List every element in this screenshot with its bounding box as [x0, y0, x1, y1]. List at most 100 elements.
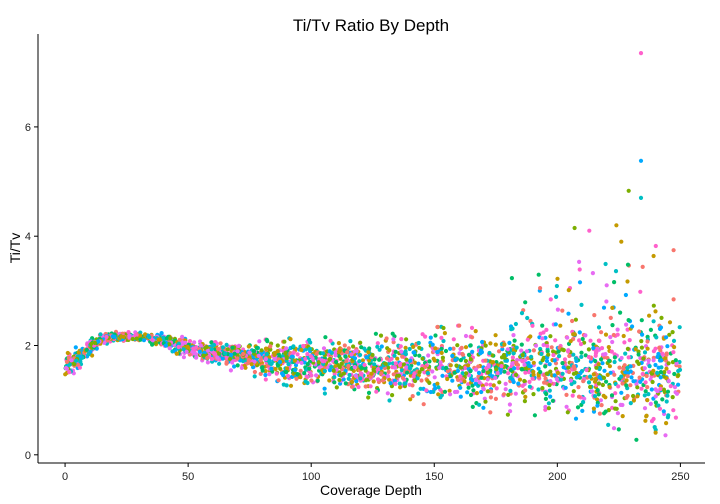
- data-point: [667, 320, 673, 325]
- data-point: [220, 345, 226, 350]
- data-point: [405, 370, 410, 375]
- data-point: [568, 378, 574, 383]
- data-point: [572, 332, 577, 337]
- data-point: [408, 358, 413, 363]
- data-point: [591, 406, 597, 411]
- data-point: [258, 371, 263, 376]
- data-point: [357, 359, 362, 364]
- data-point: [477, 402, 482, 407]
- data-point: [440, 366, 446, 371]
- data-point: [670, 395, 675, 400]
- data-point: [641, 356, 646, 361]
- data-point: [560, 347, 565, 352]
- data-point: [665, 389, 671, 394]
- data-point: [620, 414, 625, 419]
- data-point: [520, 353, 525, 358]
- data-point: [386, 365, 391, 370]
- data-point: [651, 253, 656, 259]
- data-point: [514, 345, 519, 350]
- data-point: [541, 355, 546, 360]
- data-point: [493, 333, 498, 338]
- data-point: [651, 303, 656, 308]
- data-point: [463, 365, 468, 370]
- data-point: [223, 351, 228, 356]
- data-point: [483, 358, 488, 363]
- data-point: [640, 264, 645, 269]
- data-point: [529, 354, 534, 359]
- data-point: [216, 346, 221, 352]
- data-point: [493, 342, 498, 347]
- data-point: [568, 339, 573, 344]
- data-point: [268, 347, 273, 352]
- data-point: [528, 364, 533, 369]
- data-point: [161, 335, 166, 340]
- data-point: [275, 343, 280, 348]
- data-point: [138, 337, 143, 342]
- data-point: [616, 427, 621, 432]
- data-point: [423, 364, 428, 370]
- data-point: [502, 369, 507, 374]
- data-point: [505, 412, 510, 417]
- data-point: [403, 345, 408, 350]
- data-point: [358, 340, 363, 345]
- data-point: [76, 350, 81, 355]
- data-point: [599, 330, 604, 335]
- data-point: [610, 339, 615, 345]
- data-point: [228, 368, 233, 373]
- data-point: [613, 269, 619, 274]
- data-point: [488, 341, 493, 346]
- y-tick-label: 4: [25, 231, 31, 243]
- data-point: [317, 365, 322, 370]
- data-point: [353, 373, 358, 378]
- data-point: [352, 356, 358, 361]
- data-point: [666, 413, 671, 418]
- data-point: [389, 356, 394, 361]
- data-point: [612, 359, 617, 365]
- data-point: [289, 354, 294, 359]
- data-point: [86, 352, 91, 357]
- data-point: [373, 331, 378, 336]
- data-point: [404, 337, 409, 342]
- data-point: [553, 338, 558, 343]
- data-point: [676, 373, 681, 378]
- data-point: [673, 358, 678, 363]
- data-point: [305, 374, 310, 379]
- data-point: [536, 366, 541, 371]
- data-point: [293, 367, 298, 373]
- data-point: [452, 370, 457, 375]
- data-point: [67, 362, 72, 367]
- data-point: [331, 368, 336, 373]
- data-point: [605, 372, 610, 377]
- data-point: [566, 311, 571, 316]
- data-point: [439, 350, 444, 355]
- data-point: [615, 327, 620, 332]
- data-point: [408, 397, 413, 402]
- data-point: [305, 362, 310, 367]
- data-point: [540, 336, 545, 341]
- data-point: [320, 351, 326, 356]
- data-point: [538, 286, 543, 291]
- data-point: [657, 406, 663, 411]
- data-point: [338, 356, 343, 361]
- data-point: [232, 364, 237, 369]
- data-point: [527, 379, 532, 384]
- data-point: [621, 333, 626, 339]
- data-point: [344, 359, 349, 364]
- data-point: [402, 381, 407, 386]
- data-point: [583, 333, 588, 338]
- data-point: [512, 338, 517, 343]
- data-point: [655, 389, 660, 394]
- data-point: [371, 379, 376, 384]
- data-point: [176, 344, 181, 350]
- data-point: [519, 342, 524, 347]
- data-point: [481, 386, 486, 391]
- data-point: [528, 334, 533, 339]
- x-tick-label: 0: [62, 471, 68, 483]
- data-point: [601, 393, 606, 398]
- data-point: [635, 394, 640, 399]
- data-point: [656, 365, 661, 370]
- data-point: [322, 368, 327, 374]
- data-point: [626, 318, 631, 323]
- data-point: [612, 352, 617, 357]
- data-point: [561, 365, 566, 370]
